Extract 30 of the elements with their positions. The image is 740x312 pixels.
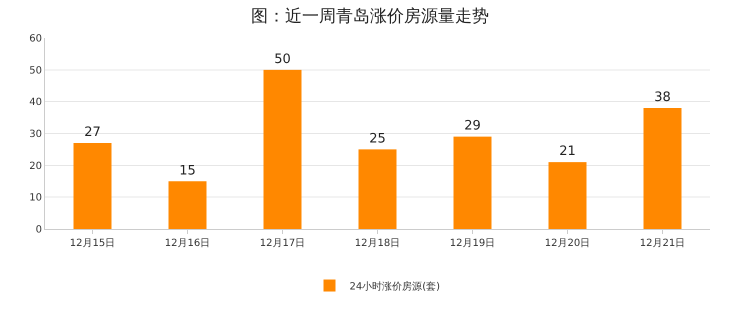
data-label: 50 xyxy=(274,52,291,67)
bar xyxy=(168,181,206,229)
x-tick-label: 12月18日 xyxy=(354,238,400,249)
legend-label: 24小时涨价房源(套) xyxy=(350,280,440,292)
y-tick-label: 0 xyxy=(36,224,42,236)
x-tick-label: 12月19日 xyxy=(450,238,496,249)
data-label: 21 xyxy=(559,144,576,160)
data-label: 25 xyxy=(369,131,386,146)
data-label: 38 xyxy=(654,90,671,106)
data-label: 29 xyxy=(464,118,481,134)
bar xyxy=(644,108,682,229)
x-tick-label: 12月16日 xyxy=(164,238,210,249)
bar xyxy=(548,162,586,229)
bar xyxy=(358,149,396,229)
x-tick-label: 12月20日 xyxy=(544,238,590,249)
y-tick-label: 40 xyxy=(29,97,42,108)
x-tick-label: 12月15日 xyxy=(70,238,116,249)
x-tick-label: 12月21日 xyxy=(640,238,686,249)
y-tick-label: 10 xyxy=(29,192,42,204)
y-tick-label: 30 xyxy=(29,129,42,140)
bar xyxy=(74,143,112,229)
data-label: 15 xyxy=(179,163,196,178)
x-tick-label: 12月17日 xyxy=(260,238,306,249)
bar xyxy=(454,136,492,229)
chart-title: 图：近一周青岛涨价房源量走势 xyxy=(251,6,489,26)
bar xyxy=(264,70,302,229)
y-tick-label: 50 xyxy=(29,65,42,76)
data-label: 27 xyxy=(84,125,101,140)
y-tick-label: 20 xyxy=(29,160,42,172)
y-tick-label: 60 xyxy=(29,34,42,44)
